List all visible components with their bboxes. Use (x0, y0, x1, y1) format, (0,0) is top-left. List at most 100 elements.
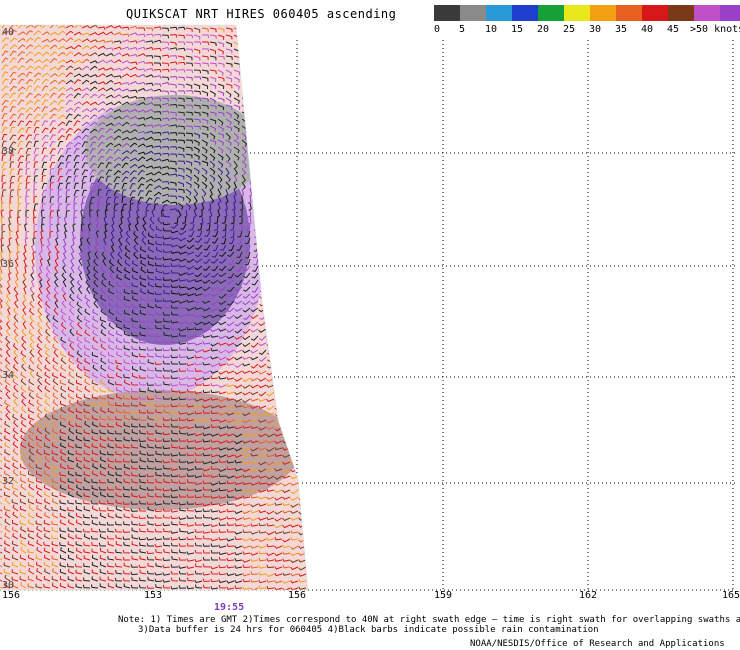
wind-barb (83, 401, 91, 407)
wind-barb (210, 439, 219, 443)
wind-barb (305, 34, 308, 43)
wind-barb (298, 559, 307, 563)
wind-barb (154, 104, 162, 109)
wind-barb (304, 188, 308, 197)
wind-barb (201, 118, 209, 124)
wind-barb (250, 425, 259, 429)
wind-barb (25, 161, 31, 169)
wind-barb (257, 69, 265, 76)
wind-barb (210, 342, 219, 347)
wind-barb (250, 384, 259, 389)
wind-barb (113, 209, 118, 218)
wind-barb (290, 440, 299, 446)
wind-barb (290, 489, 299, 495)
wind-barb (91, 505, 99, 512)
wind-barb (62, 244, 67, 253)
wind-barb (221, 230, 227, 238)
wind-barb (194, 410, 203, 415)
wind-barb (202, 425, 211, 430)
wind-barb (154, 382, 163, 387)
wind-barb (210, 405, 219, 409)
wind-barb (217, 97, 225, 103)
wind-barb (131, 437, 139, 442)
wind-barb (100, 308, 107, 316)
wind-barb (12, 456, 19, 463)
wind-barb (129, 40, 138, 44)
wind-barb (83, 533, 91, 540)
wind-barb (98, 479, 107, 484)
wind-barb (257, 48, 264, 56)
wind-barb (287, 188, 291, 197)
wind-barb (27, 548, 35, 554)
wind-barb (92, 364, 99, 372)
wind-barb (27, 470, 35, 477)
wind-barb (185, 146, 193, 152)
wind-barb (225, 48, 233, 54)
wind-barb (282, 572, 291, 576)
wind-barb (287, 202, 292, 211)
wind-barb (233, 167, 238, 176)
wind-barb (28, 462, 35, 470)
wind-barb (171, 500, 179, 505)
wind-barb (67, 499, 75, 505)
wind-barb (210, 453, 219, 458)
wind-barb (299, 279, 307, 286)
wind-barb (23, 258, 27, 267)
wind-barb (147, 260, 155, 267)
wind-barb (83, 394, 91, 400)
wind-barb (60, 322, 67, 330)
wind-barb (203, 258, 211, 265)
wind-barb (0, 244, 5, 253)
wind-barb (258, 530, 267, 534)
wind-barb (62, 265, 67, 274)
wind-barb (24, 237, 29, 246)
wind-barb (305, 83, 308, 92)
y-tick-34: 34 (2, 370, 15, 381)
wind-barb (193, 174, 200, 182)
wind-barb (178, 425, 187, 430)
wind-barb (226, 405, 235, 410)
wind-barb (153, 39, 162, 44)
wind-barb (142, 223, 147, 232)
wind-barb (115, 288, 123, 295)
wind-barb (101, 251, 107, 260)
wind-barb (145, 62, 154, 66)
wind-barb (287, 223, 291, 232)
wind-barb (226, 439, 235, 444)
wind-barb (139, 275, 147, 281)
wind-barb (97, 169, 105, 176)
wind-barb (121, 150, 130, 155)
wind-barb (281, 76, 287, 85)
wind-barb (142, 216, 147, 225)
wind-barb (226, 580, 235, 584)
wind-barb (161, 68, 170, 73)
wind-barb (194, 354, 203, 359)
wind-barb (89, 45, 98, 50)
wind-barb (202, 405, 211, 409)
wind-barb (137, 109, 146, 113)
wind-barb (249, 34, 256, 42)
wind-barb (218, 454, 227, 458)
wind-barb (170, 509, 179, 513)
wind-barb (242, 307, 251, 313)
wind-barb (81, 93, 90, 99)
wind-barb (139, 353, 147, 358)
wind-barb (194, 542, 203, 547)
wind-barb (51, 464, 59, 470)
wind-barb (282, 580, 291, 584)
wind-barb (282, 496, 291, 500)
wind-barb (250, 531, 259, 535)
wind-barb (154, 291, 163, 296)
wind-barb (49, 148, 56, 155)
wind-barb (123, 422, 131, 428)
wind-barb (43, 554, 51, 561)
wind-barb (302, 223, 307, 231)
wind-barb (276, 258, 283, 266)
wind-barb (73, 216, 77, 225)
wind-barb (129, 47, 138, 51)
wind-barb (170, 396, 179, 401)
wind-barb (115, 421, 123, 428)
wind-barb (161, 46, 170, 51)
wind-barb (36, 546, 43, 554)
wind-barb (70, 258, 75, 267)
